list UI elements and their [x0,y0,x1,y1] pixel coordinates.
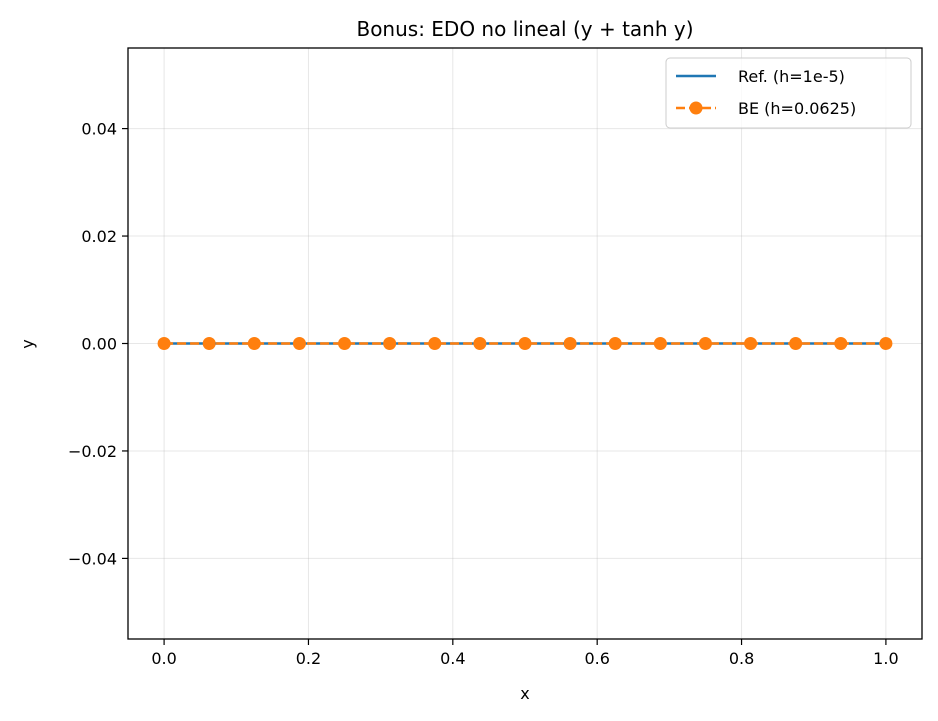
x-tick-label: 1.0 [873,649,898,668]
data-point [473,337,487,350]
legend-entry: BE (h=0.0625) [738,99,856,118]
y-tick-label: 0.04 [81,120,117,139]
data-point [879,337,893,350]
data-point [247,337,261,350]
data-point [202,337,216,350]
data-point [789,337,803,350]
x-tick-label: 0.4 [440,649,465,668]
x-tick-label: 0.2 [296,649,321,668]
data-point [744,337,758,350]
x-tick-label: 0.8 [729,649,754,668]
data-point [338,337,352,350]
data-point [518,337,532,350]
data-point [292,337,306,350]
data-point [834,337,848,350]
y-tick-label: −0.02 [68,442,117,461]
data-point [608,337,622,350]
y-tick-label: −0.04 [68,549,117,568]
chart-title: Bonus: EDO no lineal (y + tanh y) [356,17,693,41]
legend-entry: Ref. (h=1e-5) [738,67,845,86]
x-axis: 0.0 0.2 0.4 0.6 0.8 1.0 [151,639,899,668]
x-axis-label: x [520,684,529,703]
y-tick-label: 0.02 [81,227,117,246]
legend-box [665,57,912,129]
data-point [563,337,577,350]
x-tick-label: 0.0 [151,649,176,668]
data-point [428,337,442,350]
data-point [698,337,712,350]
legend-marker [689,101,703,115]
data-point [653,337,667,350]
series-layer [157,337,893,350]
data-point [157,337,171,350]
x-tick-label: 0.6 [584,649,609,668]
data-point [383,337,397,350]
y-axis-label: y [18,339,37,348]
y-tick-label: 0.00 [81,335,117,354]
legend: Ref. (h=1e-5) BE (h=0.0625) [665,57,912,129]
y-axis: 0.04 0.02 0.00 −0.02 −0.04 [68,120,128,568]
